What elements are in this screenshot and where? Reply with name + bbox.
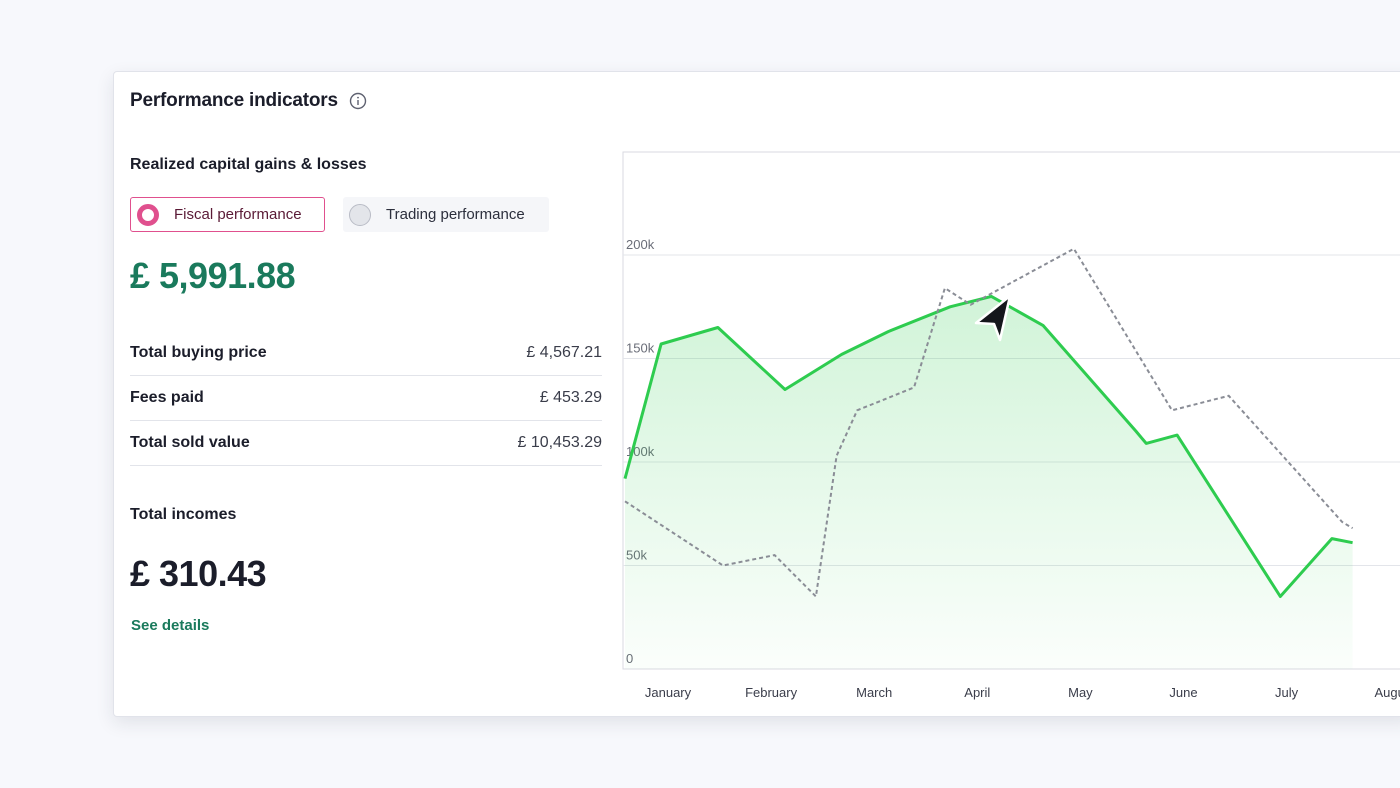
- x-axis: January February March April May June July Augu: [645, 685, 1400, 700]
- x-tick-label: February: [745, 685, 798, 700]
- y-tick-label: 150k: [626, 341, 655, 356]
- card-title-text: Performance indicators: [130, 90, 338, 111]
- fiscal-performance-toggle[interactable]: Fiscal performance: [130, 197, 325, 232]
- x-tick-label: Augu: [1375, 685, 1400, 700]
- row-value: £ 10,453.29: [517, 434, 602, 451]
- x-tick-label: May: [1068, 685, 1093, 700]
- breakdown-row-sold: Total sold value £ 10,453.29: [130, 421, 602, 466]
- fiscal-performance-label: Fiscal performance: [174, 206, 302, 223]
- area-fill: [625, 296, 1353, 669]
- breakdown-row-fees: Fees paid £ 453.29: [130, 376, 602, 421]
- info-circle-icon[interactable]: [349, 92, 367, 110]
- row-value: £ 453.29: [539, 389, 602, 406]
- trading-performance-label: Trading performance: [386, 206, 525, 223]
- total-incomes-value: £ 310.43: [130, 553, 267, 594]
- row-label: Total buying price: [130, 344, 267, 361]
- row-label: Total sold value: [130, 434, 250, 451]
- realized-gains-title: Realized capital gains & losses: [130, 156, 367, 173]
- x-tick-label: April: [964, 685, 990, 700]
- series-line-solid: [623, 294, 1353, 598]
- series-layer: [623, 247, 1354, 669]
- total-incomes-title: Total incomes: [130, 506, 237, 523]
- x-tick-label: January: [645, 685, 692, 700]
- radio-selected-icon: [137, 203, 159, 226]
- card-title: Performance indicators: [130, 90, 367, 112]
- breakdown-list: Total buying price £ 4,567.21 Fees paid …: [130, 331, 602, 466]
- realized-total-value: £ 5,991.88: [130, 255, 296, 296]
- cursor-icon: [974, 294, 1012, 342]
- x-tick-label: June: [1169, 685, 1197, 700]
- trading-performance-toggle[interactable]: Trading performance: [343, 197, 549, 232]
- radio-unselected-icon: [349, 203, 371, 226]
- row-value: £ 4,567.21: [526, 344, 602, 361]
- row-label: Fees paid: [130, 389, 204, 406]
- x-tick-label: March: [856, 685, 892, 700]
- see-details-link[interactable]: See details: [131, 617, 210, 634]
- x-tick-label: July: [1275, 685, 1299, 700]
- breakdown-row-buying: Total buying price £ 4,567.21: [130, 331, 602, 376]
- y-tick-label: 200k: [626, 237, 655, 252]
- series-line-dashed: [624, 247, 1354, 599]
